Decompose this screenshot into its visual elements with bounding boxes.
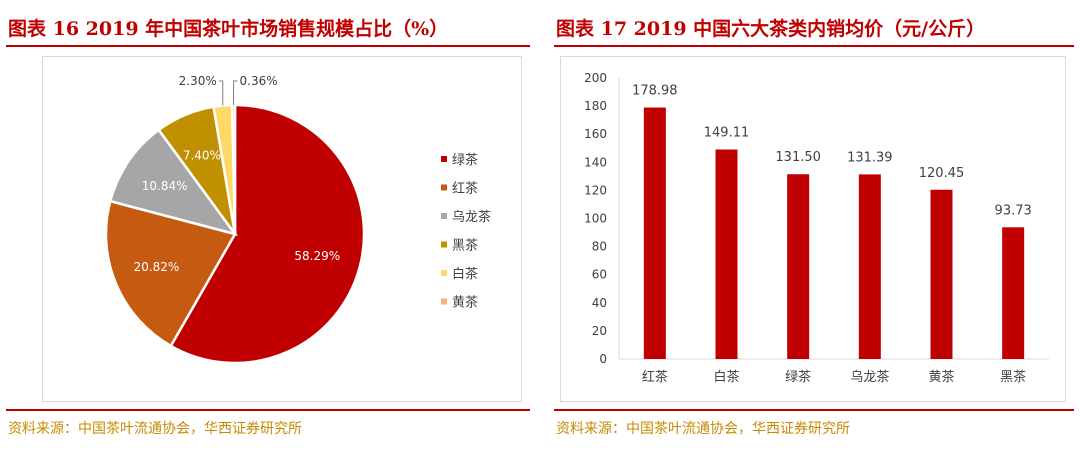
pie-leader-line [233,80,238,106]
pie-data-label: 7.40% [183,149,221,163]
pie-slice [230,103,237,235]
title-divider [554,45,1074,47]
bar [715,149,738,359]
bar [643,107,666,359]
bar-chart-title: 图表 17 2019 中国六大茶类内销均价（元/公斤） [556,18,986,40]
bar-chart-frame: 0 20 40 60 80 100 120 140 160 180 200 178.98 红茶 149.1… [560,56,1066,402]
y-tick-label: 180 [584,99,607,113]
pie-chart-title: 图表 16 2019 年中国茶叶市场销售规模占比（%） [8,18,449,40]
x-tick-label: 绿茶 [785,369,811,385]
y-tick-label: 0 [599,352,607,366]
y-tick-label: 60 [592,268,607,282]
x-tick-label: 白茶 [713,369,739,385]
bar-data-label: 178.98 [632,84,678,99]
x-tick-label: 黑茶 [1000,369,1026,385]
source-divider [554,409,1074,411]
pie-chart: 58.29% 20.82% 10.84% 7.40% 2.30% 0.36% 绿茶红茶乌龙茶… [104,74,491,365]
pie-slice [108,128,239,237]
y-tick-label: 160 [584,127,607,141]
legend-marker [441,241,447,248]
x-tick-label: 黄茶 [928,369,954,385]
y-tick-label: 200 [584,71,607,85]
x-tick-label: 乌龙茶 [850,369,889,385]
bar-chart: 0 20 40 60 80 100 120 140 160 180 200 178.98 红茶 149.1… [584,71,1049,385]
legend-label: 乌龙茶 [452,209,491,225]
bar-data-label: 93.73 [995,203,1032,218]
pie-chart-source: 资料来源：中国茶叶流通协会，华西证券研究所 [8,421,302,437]
y-tick-label: 120 [584,183,607,197]
pie-data-label: 2.30% [179,74,217,88]
title-divider [6,45,530,47]
legend-label: 绿茶 [452,152,478,168]
legend-label: 红茶 [452,181,478,197]
legend-marker [441,184,447,191]
legend-label: 黑茶 [452,238,478,254]
legend-marker [441,213,447,219]
y-tick-label: 80 [592,240,607,254]
bar-data-label: 131.50 [775,150,821,165]
bar-data-label: 149.11 [704,126,750,141]
bar [930,189,953,359]
y-tick-label: 20 [592,324,607,338]
y-tick-label: 140 [584,155,607,169]
pie-chart-panel: 图表 16 2019 年中国茶叶市场销售规模占比（%） 58.29% 20.82%… [0,0,536,453]
legend-label: 白茶 [452,266,478,282]
bar-data-label: 131.39 [847,150,893,165]
legend-label: 黄茶 [452,295,478,311]
bar [858,174,881,359]
bar-chart-panel: 图表 17 2019 中国六大茶类内销均价（元/公斤） 0 20 40 60 80 100… [548,0,1080,453]
source-divider [6,409,530,411]
pie-data-label: 58.29% [294,249,340,263]
y-tick-label: 100 [584,212,607,226]
bar-chart-source: 资料来源：中国茶叶流通协会，华西证券研究所 [556,421,850,437]
legend-marker [441,298,447,305]
pie-slice [169,103,366,365]
pie-leader-line [218,80,224,106]
bar-data-label: 120.45 [919,166,965,181]
bar [787,174,810,359]
legend-marker [441,156,447,162]
pie-slice [104,199,237,348]
pie-data-label: 10.84% [142,179,188,193]
pie-chart-frame: 58.29% 20.82% 10.84% 7.40% 2.30% 0.36% 绿茶红茶乌龙茶… [42,56,522,402]
bar [1002,227,1025,359]
pie-data-label: 0.36% [240,74,278,88]
x-tick-label: 红茶 [642,369,668,385]
legend-marker [441,270,447,276]
y-tick-label: 40 [592,296,607,310]
pie-data-label: 20.82% [134,260,180,274]
